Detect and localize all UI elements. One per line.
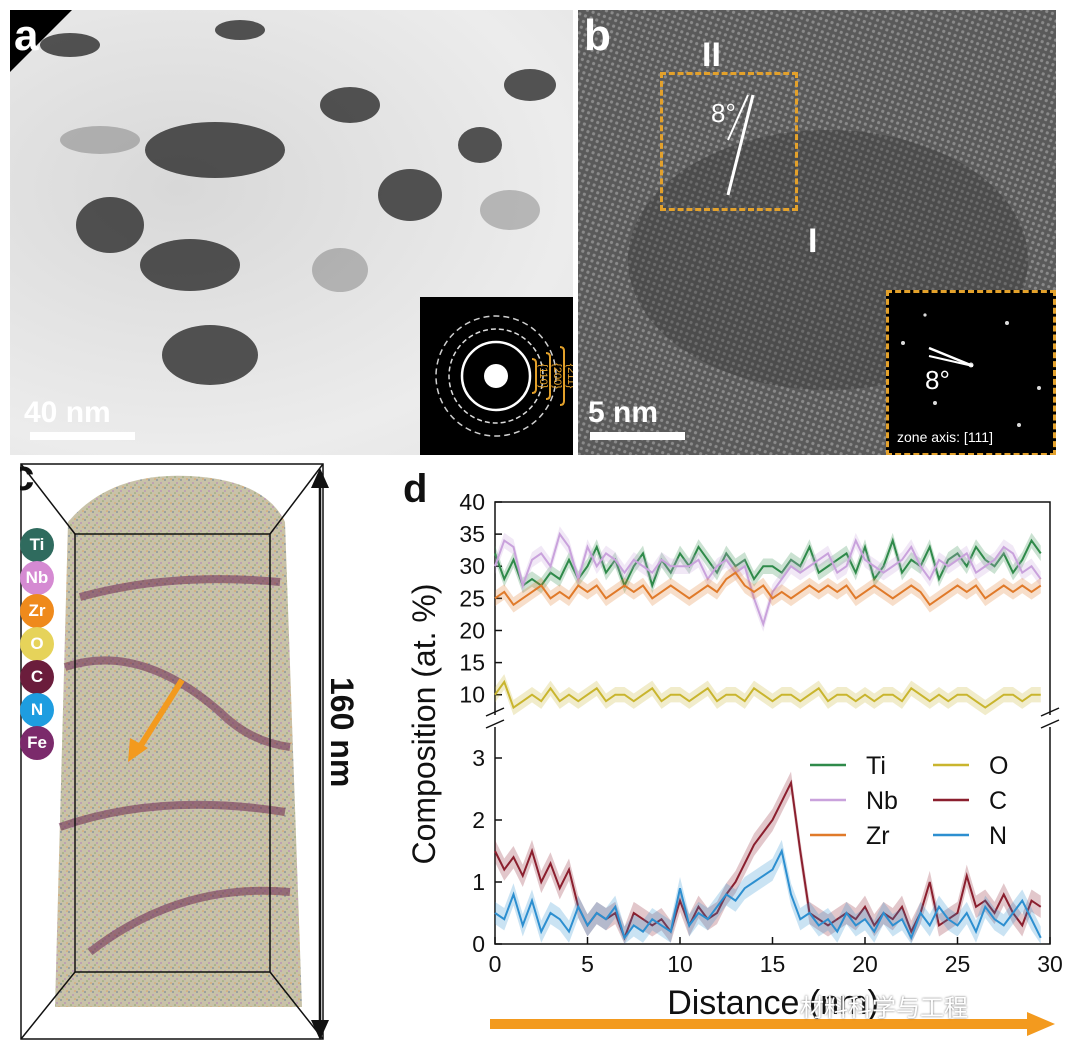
legend-element-o: O: [20, 627, 54, 661]
x-tick-label-0: 0: [489, 951, 502, 977]
panel-a-label: a: [14, 11, 39, 60]
legend-label-ti: Ti: [866, 752, 886, 780]
panel-b-scale-text: 5 nm: [588, 396, 659, 429]
series-band-nb: [495, 526, 1041, 632]
y-tick-label-upper-30: 30: [459, 553, 485, 579]
series-line-nb: [494, 531, 1042, 628]
watermark: 材料科学与工程: [800, 995, 968, 1022]
legend-element-nb: Nb: [20, 561, 54, 595]
saed-inset: {211} {200} {110}: [420, 297, 573, 455]
axis-break-mark-3: [1040, 719, 1060, 729]
zone-axis-caption: zone axis: [111]: [897, 429, 993, 445]
panel-a-micrograph: [10, 10, 556, 385]
angle-label: 8°: [711, 98, 736, 128]
legend-label-c: C: [989, 787, 1007, 815]
axis-break-mark-1: [485, 719, 505, 729]
panel-a-scale-bar: [30, 432, 135, 440]
series-line-ti: [494, 537, 1042, 589]
panel-b-lattice: [578, 10, 1056, 455]
panel-b-label: b: [584, 11, 611, 60]
length-label-wrap: 160 nm: [316, 677, 376, 787]
y-tick-label-upper-35: 35: [459, 521, 485, 547]
panel-d-composition-chart: d 10 15 20 25 30 35 40 0 1 2 3 0 5 10 15 20 25 30 Distance …: [395, 462, 1080, 1048]
panel-a-tem-image: a 40 nm {211} {200} {110}: [10, 10, 573, 455]
distance-arrow-head: [1027, 1012, 1055, 1036]
legend-element-n: N: [20, 693, 54, 727]
panel-b-scale-bar: [590, 432, 685, 440]
x-tick-label-20: 20: [852, 951, 878, 977]
legend-label-zr: Zr: [866, 822, 890, 850]
x-tick-label-30: 30: [1037, 951, 1063, 977]
ring-label-200: {200}: [551, 363, 563, 389]
region-i-label: I: [808, 222, 818, 260]
apt-tip: [20, 463, 329, 1040]
y-tick-label-lower-0: 0: [472, 931, 485, 957]
x-tick-label-10: 10: [667, 951, 693, 977]
y-tick-label-lower-3: 3: [472, 745, 485, 771]
panel-c-label: c: [20, 462, 35, 500]
series-line-o: [494, 679, 1041, 710]
legend-label-o: O: [989, 752, 1008, 780]
y-tick-label-upper-15: 15: [459, 650, 485, 676]
x-axis-label: Distance (nm): [667, 984, 879, 1022]
legend-element-c: C: [20, 660, 54, 694]
y-tick-label-lower-1: 1: [472, 869, 485, 895]
series-line-n: [494, 847, 1042, 941]
legend-label-nb: Nb: [866, 787, 898, 815]
axis-break-gap-right: [1042, 715, 1058, 727]
axis-break-gap-left: [487, 715, 503, 727]
y-tick-label-upper-40: 40: [459, 489, 485, 515]
region-ii-box: [660, 72, 798, 211]
panel-d-label: d: [403, 467, 427, 511]
series-band-n: [495, 839, 1041, 944]
legend-element-ti: Ti: [20, 528, 54, 562]
legend-element-fe: Fe: [20, 726, 54, 760]
ring-label-110: {110}: [537, 364, 549, 389]
ring-label-211: {211}: [565, 364, 573, 389]
series-band-zr: [495, 564, 1041, 613]
y-tick-label-upper-20: 20: [459, 617, 485, 643]
fft-inset: 8° zone axis: [111]: [886, 290, 1056, 455]
legend-element-zr: Zr: [20, 594, 54, 628]
panel-c-apt-reconstruction: c 160 nm Ti Nb Zr O C N Fe: [20, 462, 380, 1042]
length-label: 160 nm: [324, 677, 360, 788]
axis-break-mark-0: [485, 707, 505, 717]
y-tick-label-lower-2: 2: [472, 807, 485, 833]
inset-angle-label: 8°: [925, 365, 950, 395]
y-axis-label: Composition (at. %): [406, 584, 442, 865]
panel-a-scale-text: 40 nm: [24, 396, 111, 429]
x-tick-label-25: 25: [945, 951, 971, 977]
y-tick-label-upper-10: 10: [459, 682, 485, 708]
panel-b-hrtem-image: b II 8° I 5 nm 8° zone axis: [111]: [578, 10, 1056, 455]
legend-label-n: N: [989, 822, 1007, 850]
series-band-o: [495, 674, 1041, 716]
y-tick-label-upper-25: 25: [459, 585, 485, 611]
region-ii-label: II: [702, 36, 721, 74]
x-tick-label-15: 15: [760, 951, 786, 977]
axis-break-mark-2: [1040, 707, 1060, 717]
series-line-zr: [494, 571, 1042, 607]
x-tick-label-5: 5: [581, 951, 594, 977]
series-band-ti: [495, 532, 1041, 594]
